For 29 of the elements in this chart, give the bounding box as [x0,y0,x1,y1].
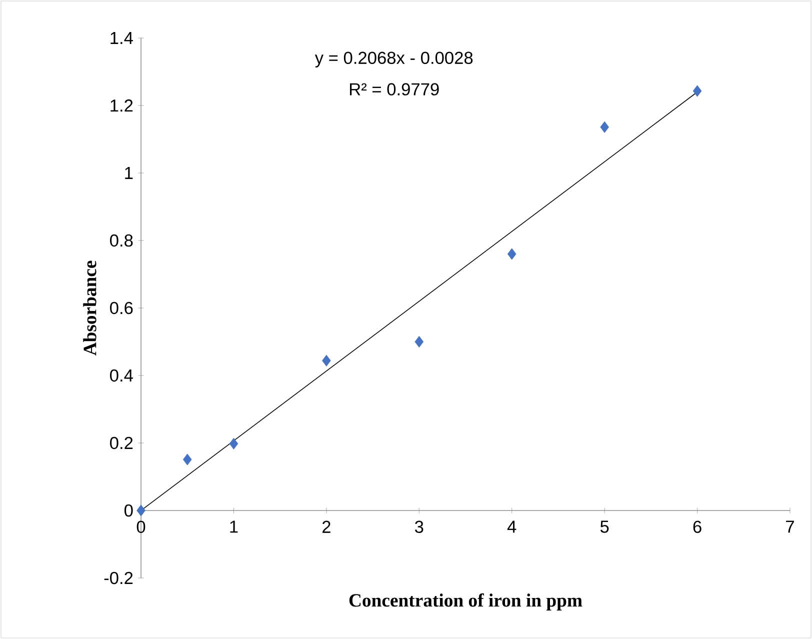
point [414,336,424,348]
y-tick-label: 0.4 [110,369,133,382]
y-tick-label: 0 [124,504,133,517]
point [322,354,331,366]
point [600,121,609,133]
point [229,438,238,450]
y-tick-label: 0.8 [110,234,133,247]
point [136,504,146,516]
y-axis-title: Absorbance [83,260,96,356]
x-tick-label: 3 [414,520,424,533]
y-tick-label: 1 [125,167,133,179]
y-tick-label: 0.6 [110,302,133,314]
y-tick-label: 1.2 [110,99,133,112]
x-tick-label: 4 [507,520,516,533]
annotation: R² = 0.9779 [350,83,439,96]
y-tick-label: -0.2 [104,572,133,584]
x-tick-label: 6 [693,520,702,533]
point [507,248,516,260]
x-tick-label: 5 [600,520,609,533]
y-tick-label: 1.4 [110,32,133,44]
point [692,85,702,97]
point [182,454,192,466]
x-axis-title: Concentration of iron in ppm [349,593,582,610]
x-tick-label: 2 [322,520,330,533]
x-tick-label: 7 [786,520,794,533]
x-tick-label: 0 [136,520,146,533]
y-tick-label: 0.2 [110,436,133,450]
annotation: y = 0.2068x - 0.0028 [314,52,473,68]
x-tick-label: 1 [230,520,238,533]
